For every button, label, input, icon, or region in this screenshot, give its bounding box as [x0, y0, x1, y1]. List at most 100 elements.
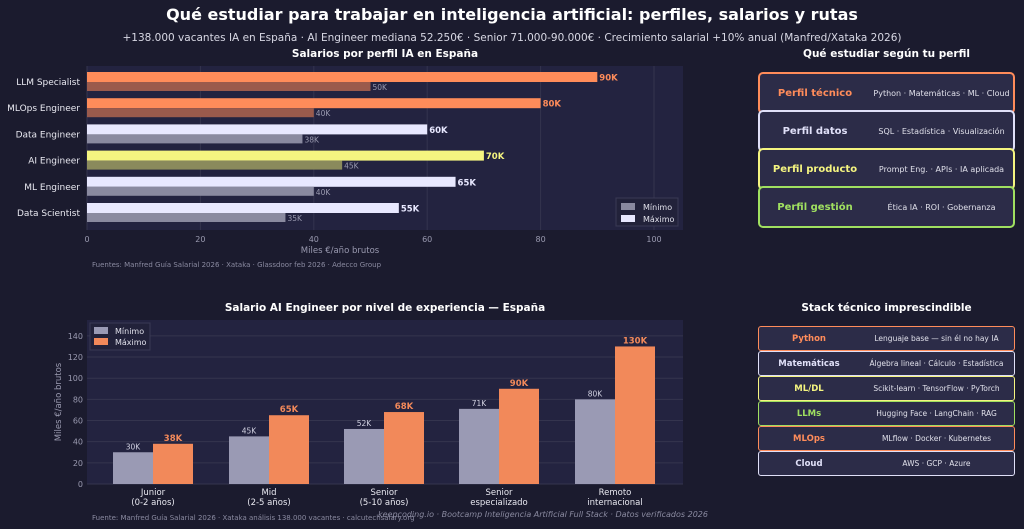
x-category-label: Remoto	[599, 488, 632, 498]
chart1-svg: 0 20 40 60 80 100 Miles €/año brutos LLM Specia…	[7, 66, 683, 256]
profiles-name: Perfil producto	[772, 163, 858, 175]
legend-swatch-max	[621, 215, 635, 222]
profiles-title: Qué estudiar según tu perfil	[803, 48, 970, 60]
x-category-label: Junior	[140, 488, 166, 498]
profiles-desc: Python · Matemáticas · ML · Cloud	[873, 88, 1010, 98]
x-category-label: Senior	[485, 488, 513, 498]
bar-min-label: 40K	[316, 109, 332, 118]
y-category-label: MLOps Engineer	[7, 104, 80, 114]
y-tick-label: 140	[68, 332, 83, 341]
stack-item: Cloud AWS · GCP · Azure	[758, 451, 1015, 476]
stack-desc: Scikit-learn · TensorFlow · PyTorch	[873, 384, 1000, 393]
y-category-label: ML Engineer	[24, 183, 80, 193]
y-category-label: Data Engineer	[16, 130, 81, 140]
bar-max-label: 65K	[280, 405, 299, 415]
bar-min	[87, 82, 371, 91]
bar-max-label: 90K	[599, 74, 618, 84]
bar-min-label: 52K	[357, 419, 373, 428]
bar-max	[384, 412, 424, 484]
legend-label-max: Máximo	[643, 215, 675, 224]
stack-name: ML/DL	[794, 383, 824, 394]
bar-min	[87, 213, 286, 222]
x-tick-label: 100	[646, 235, 661, 244]
stack-name: Python	[792, 333, 826, 344]
bar-max-label: 68K	[395, 402, 414, 412]
bar-max-label: 65K	[458, 178, 477, 188]
bar-max-label: 38K	[164, 434, 183, 444]
bar-max	[87, 203, 399, 213]
stack-name: MLOps	[793, 433, 825, 444]
stack-item: Matemáticas Álgebra lineal · Cálculo · Es…	[758, 351, 1015, 376]
bar-min	[344, 428, 384, 484]
bar-min-label: 45K	[242, 426, 258, 435]
bar-max-label: 70K	[486, 152, 505, 162]
stack-item: Python Lenguaje base — sin él no hay IA	[758, 326, 1015, 351]
stack-title: Stack técnico imprescindible	[801, 302, 972, 314]
bar-max	[87, 176, 456, 187]
legend-label: Máximo	[115, 338, 147, 347]
bar-max-label: 90K	[510, 379, 529, 389]
bar-min-label: 40K	[316, 188, 332, 197]
bar-min-label: 80K	[588, 389, 604, 398]
page-title: Qué estudiar para trabajar en inteligenc…	[166, 5, 858, 24]
y-tick-label: 20	[73, 459, 83, 468]
chart1-source: Fuentes: Manfred Guía Salarial 2026 · Xa…	[92, 261, 382, 269]
stack-item: ML/DL Scikit-learn · TensorFlow · PyTorch	[758, 376, 1015, 401]
profiles-name: Perfil datos	[782, 125, 848, 137]
bar-max	[87, 72, 598, 82]
bar-min	[87, 134, 303, 144]
bar-max	[87, 124, 428, 135]
bar-max-label: 55K	[401, 205, 420, 215]
bar-min-label: 35K	[287, 214, 303, 223]
stack-item: LLMs Hugging Face · LangChain · RAG	[758, 401, 1015, 426]
y-category-label: Data Scientist	[17, 209, 80, 219]
bar-min-label: 38K	[304, 135, 320, 144]
bar-min	[113, 452, 153, 484]
bar-min	[229, 436, 269, 484]
x-category-label: Mid	[261, 488, 276, 498]
bar-min	[87, 108, 314, 118]
x-tick-label: 80	[536, 235, 546, 244]
stack-name: Matemáticas	[778, 358, 840, 369]
bar-max	[269, 415, 309, 484]
bar-min-label: 50K	[373, 83, 389, 92]
plot-area	[87, 66, 683, 230]
stack-desc: AWS · GCP · Azure	[902, 459, 971, 468]
y-category-label: LLM Specialist	[16, 78, 80, 88]
bar-max	[87, 150, 484, 161]
y-tick-label: 80	[73, 395, 83, 404]
chart2-source: Fuente: Manfred Guía Salarial 2026 · Xat…	[92, 514, 415, 522]
stack-desc: MLflow · Docker · Kubernetes	[881, 434, 992, 443]
chart2-title: Salario AI Engineer por nivel de experie…	[224, 302, 546, 314]
chart1-title: Salarios por perfil IA en España	[291, 48, 479, 60]
stack-desc: Hugging Face · LangChain · RAG	[876, 409, 997, 418]
y-tick-label: 0	[78, 480, 83, 489]
bar-min-label: 71K	[472, 399, 488, 408]
bar-max	[499, 388, 539, 484]
x-category-label: especializado	[470, 498, 528, 508]
stack-desc: Álgebra lineal · Cálculo · Estadística	[869, 359, 1004, 368]
bar-min-label: 30K	[126, 442, 142, 451]
page-subtitle: +138.000 vacantes IA en España · AI Engi…	[122, 32, 902, 44]
profiles-desc: SQL · Estadística · Visualización	[878, 126, 1005, 136]
x-category-label: (5-10 años)	[360, 498, 409, 508]
chart2-svg: 0 20 40 60 80 100 120 140 Miles €/año brutos Juni…	[54, 320, 683, 508]
footer-credit: keepcoding.io · Bootcamp Inteligencia Ar…	[378, 510, 708, 519]
y-axis-label: Miles €/año brutos	[54, 362, 64, 441]
x-category-label: Senior	[370, 488, 398, 498]
x-tick-label: 60	[422, 235, 432, 244]
y-category-label: AI Engineer	[28, 157, 80, 167]
legend-swatch	[94, 338, 108, 345]
x-category-label: (2-5 años)	[247, 498, 290, 508]
bar-min	[87, 186, 314, 196]
legend-label: Mínimo	[115, 327, 144, 336]
y-tick-label: 120	[68, 353, 83, 362]
stack-item: MLOps MLflow · Docker · Kubernetes	[758, 426, 1015, 451]
bar-max-label: 80K	[543, 100, 562, 110]
bar-max-label: 60K	[429, 126, 448, 136]
x-category-label: internacional	[587, 498, 642, 508]
x-tick-label: 40	[309, 235, 319, 244]
x-tick-label: 20	[195, 235, 205, 244]
stack-name: Cloud	[795, 458, 823, 469]
bar-min	[575, 399, 615, 484]
